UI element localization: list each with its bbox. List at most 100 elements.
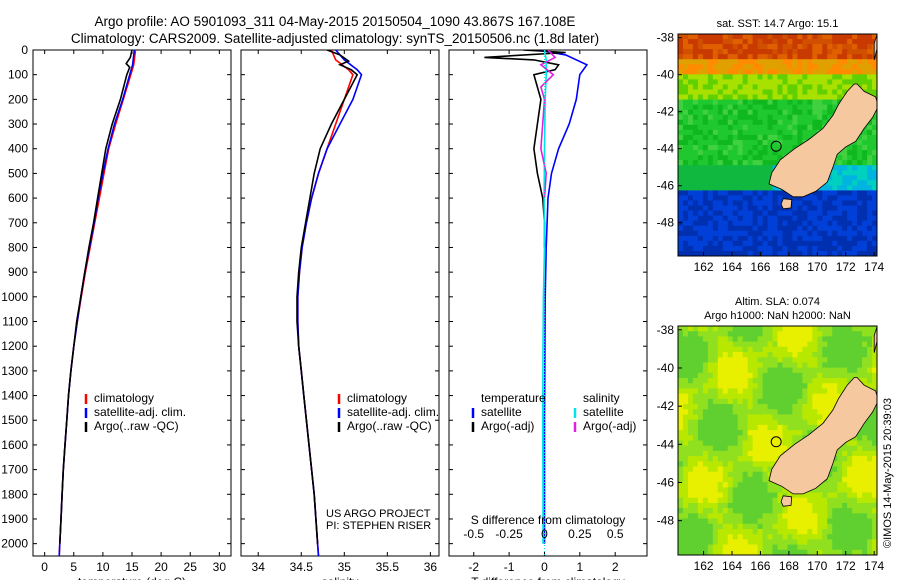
map-cell (727, 476, 734, 483)
map-cell (737, 220, 744, 227)
map-cell (797, 372, 803, 379)
map-cell (842, 549, 848, 555)
map-cell (772, 79, 779, 86)
map-cell (697, 44, 704, 50)
map-cell (822, 482, 828, 488)
map-cell (727, 190, 734, 197)
map-cell (817, 393, 823, 400)
map-cell (812, 59, 818, 65)
map-cell (832, 544, 838, 551)
map-cell (767, 160, 774, 166)
map-cell (717, 388, 724, 395)
map-cell (757, 513, 764, 520)
map-cell (847, 190, 853, 197)
map-cell (697, 528, 704, 535)
map-cell (757, 139, 764, 146)
map-cell (787, 409, 794, 416)
map-cell (847, 195, 853, 202)
map-cell (832, 235, 838, 242)
map-cell (707, 534, 714, 540)
map-cell (832, 225, 838, 232)
map-cell (817, 190, 823, 197)
map-cell (797, 502, 803, 509)
map-cell (702, 230, 709, 237)
map-cell (867, 235, 873, 242)
map-cell (852, 185, 858, 192)
map-cell (692, 508, 699, 514)
map-cell (777, 84, 784, 91)
map-cell (777, 378, 784, 384)
map-cell (832, 180, 838, 186)
map-cell (737, 180, 744, 186)
map-cell (752, 419, 759, 426)
map-cell (752, 94, 759, 101)
map-cell (702, 139, 709, 146)
map-cell (742, 398, 749, 405)
map-cell (742, 346, 749, 353)
map-cell (762, 331, 769, 337)
map-cell (852, 79, 858, 86)
map-cell (842, 456, 848, 462)
map-cell (837, 326, 843, 332)
map-cell (792, 539, 798, 546)
map-cell (782, 210, 789, 217)
map-cell (697, 114, 704, 121)
map-cell (747, 326, 754, 332)
map-cell (702, 74, 709, 81)
map-cell (802, 362, 808, 369)
map-cell (812, 230, 818, 237)
map-cell (842, 539, 848, 546)
map-cell (742, 94, 749, 101)
map-cell (727, 200, 734, 207)
map-cell (687, 409, 694, 416)
credit-stamp: ©IMOS 14-May-2015 20:39:03 (882, 398, 894, 548)
map-cell (812, 245, 818, 252)
map-cell (777, 134, 784, 141)
map-cell (712, 357, 719, 364)
s-axis-title: S difference from climatology (471, 513, 626, 527)
map-cell (792, 39, 798, 45)
map-cell (847, 544, 853, 551)
map-cell (822, 220, 828, 227)
map-cell (727, 461, 734, 468)
map-cell (678, 414, 684, 421)
map-cell (697, 383, 704, 390)
map-cell (797, 94, 803, 101)
map-cell (722, 99, 729, 106)
map-cell (807, 528, 813, 535)
x-tick-label: 34 (252, 560, 266, 574)
map-cell (792, 109, 798, 116)
map-cell (842, 185, 848, 192)
map-cell (872, 175, 877, 181)
sst-map-panel: 162 164 166 168 170 172 174-38-40-42-44-46-48s… (657, 18, 885, 274)
map-cell (822, 54, 828, 60)
map-cell (797, 210, 803, 217)
map-cell (857, 357, 863, 364)
map-cell (772, 357, 779, 364)
map-cell (752, 39, 759, 45)
map-cell (852, 539, 858, 546)
land-stewart-island (780, 198, 793, 210)
map-cell (727, 175, 734, 181)
map-cell (867, 250, 873, 256)
map-cell (822, 84, 828, 91)
map-cell (737, 155, 744, 161)
map-cell (852, 435, 858, 442)
map-cell (827, 346, 833, 353)
map-cell (867, 450, 873, 457)
map-cell (752, 430, 759, 436)
map-cell (717, 398, 724, 405)
map-cell (682, 388, 689, 395)
map-cell (822, 99, 828, 106)
map-cell (777, 89, 784, 96)
map-cell (822, 534, 828, 540)
map-cell (792, 84, 798, 91)
map-cell (867, 205, 873, 212)
map-cell (772, 544, 779, 551)
map-cell (782, 99, 789, 106)
map-cell (847, 230, 853, 237)
map-cell (832, 393, 838, 400)
map-cell (762, 528, 769, 535)
map-cell (812, 94, 818, 101)
map-cell (867, 134, 873, 141)
